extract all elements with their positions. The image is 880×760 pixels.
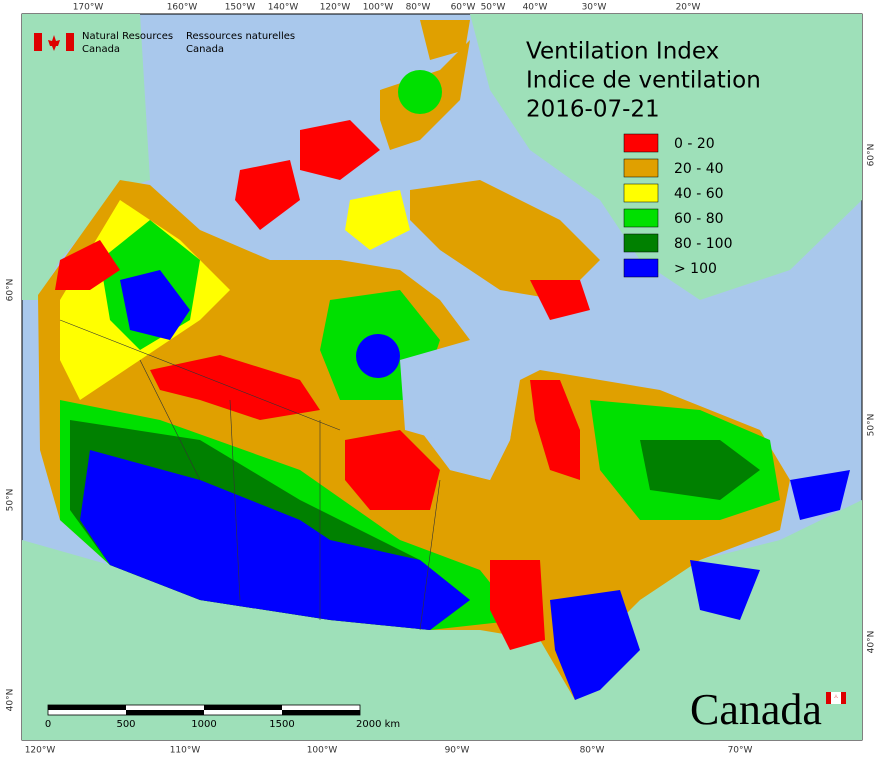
latitude-label: 50°N <box>867 414 877 437</box>
map-shape <box>22 14 150 300</box>
legend-label: 0 - 20 <box>674 136 715 152</box>
title: Ventilation Index <box>526 39 719 65</box>
legend-label: 40 - 60 <box>674 186 724 202</box>
scale-bar-label: 2000 km <box>356 719 400 730</box>
title-block: Ventilation Index Indice de ventilation … <box>526 39 761 123</box>
map-shape <box>55 240 120 290</box>
map-shape <box>235 160 300 230</box>
legend-swatch <box>623 208 659 228</box>
scale-bar-label: 1000 <box>191 719 216 730</box>
map-frame <box>21 13 863 741</box>
longitude-label: 140°W <box>268 3 299 13</box>
legend-swatch <box>623 258 659 278</box>
legend-label: 80 - 100 <box>674 236 733 252</box>
date: 2016-07-21 <box>526 97 660 123</box>
map-shape <box>22 500 862 740</box>
latitude-label: 40°N <box>867 631 877 654</box>
legend-swatch <box>623 133 659 153</box>
legend-swatch <box>623 158 659 178</box>
longitude-label: 120°W <box>320 3 351 13</box>
agency-fr: Ressources naturelles <box>186 31 295 42</box>
map-shape <box>229 399 241 601</box>
scale-bar-label: 500 <box>116 719 135 730</box>
map-shape <box>530 380 580 480</box>
title: Indice de ventilation <box>526 68 761 94</box>
map-shape <box>640 440 760 500</box>
scale-bar: 0 500 1000 1500 2000 km <box>45 704 400 730</box>
longitude-label: 30°W <box>582 3 607 13</box>
map-shape <box>419 479 441 631</box>
map-shape <box>470 14 862 300</box>
map-shape <box>150 355 320 420</box>
scale-bar-segment <box>48 705 126 710</box>
map-shape <box>834 694 838 698</box>
map-shape <box>345 430 440 510</box>
map-shape <box>410 180 600 300</box>
map-shape <box>490 560 545 650</box>
legend-label: 20 - 40 <box>674 161 724 177</box>
scale-bar-segment <box>282 710 360 715</box>
longitude-label: 20°W <box>676 3 701 13</box>
longitude-label: 80°W <box>580 746 605 756</box>
longitude-label: 120°W <box>25 746 56 756</box>
longitude-label: 40°W <box>523 3 548 13</box>
legend: 0 - 20 20 - 40 40 - 60 60 - 80 80 - 100 > 100 <box>623 133 733 278</box>
longitude-label: 70°W <box>728 746 753 756</box>
longitude-label: 60°W <box>451 3 476 13</box>
latitude-label: 60°N <box>6 279 16 302</box>
agency-signature: Natural Resources Canada Ressources natu… <box>34 31 295 55</box>
map-shape <box>34 33 42 51</box>
agency-fr: Canada <box>186 44 224 55</box>
scale-bar-segment <box>204 705 282 710</box>
map-shape <box>690 560 760 620</box>
canada-wordmark: Canada <box>690 685 822 734</box>
map-shape <box>398 70 442 114</box>
legend-swatch <box>623 233 659 253</box>
scale-bar-label: 0 <box>45 719 51 730</box>
map-shape <box>66 33 74 51</box>
longitude-label: 100°W <box>307 746 338 756</box>
graticule-labels: 170°W 160°W 150°W 140°W 120°W 100°W 80°W 60°W 50… <box>6 3 877 756</box>
map-shape <box>790 470 850 520</box>
map-shape <box>120 270 190 340</box>
map-shape <box>48 35 60 51</box>
scale-bar-label: 1500 <box>269 719 294 730</box>
longitude-label: 110°W <box>170 746 201 756</box>
latitude-label: 40°N <box>6 689 16 712</box>
longitude-label: 150°W <box>225 3 256 13</box>
map-shape <box>300 120 380 180</box>
map-shape <box>139 359 201 481</box>
longitude-label: 80°W <box>406 3 431 13</box>
longitude-label: 170°W <box>73 3 104 13</box>
map-shape <box>530 280 590 320</box>
agency-en: Natural Resources <box>82 31 173 42</box>
map-shape <box>59 319 441 631</box>
longitude-label: 90°W <box>445 746 470 756</box>
agency-en: Canada <box>82 44 120 55</box>
map-shape <box>356 334 400 378</box>
map-shape <box>550 590 640 700</box>
map-shape <box>420 20 470 60</box>
longitude-label: 50°W <box>481 3 506 13</box>
land <box>22 14 862 740</box>
legend-label: > 100 <box>674 261 717 277</box>
wordmark: Canada <box>690 685 846 734</box>
latitude-label: 60°N <box>867 144 877 167</box>
map-shape <box>841 692 846 704</box>
map-shape <box>80 450 470 630</box>
map-shape <box>345 190 410 250</box>
legend-label: 60 - 80 <box>674 211 724 227</box>
longitude-label: 160°W <box>167 3 198 13</box>
scale-bar-segment <box>126 710 204 715</box>
map-shape <box>59 319 341 431</box>
legend-swatch <box>623 183 659 203</box>
latitude-label: 50°N <box>6 489 16 512</box>
longitude-label: 100°W <box>363 3 394 13</box>
map-shape <box>826 692 831 704</box>
map-shape <box>400 340 520 480</box>
